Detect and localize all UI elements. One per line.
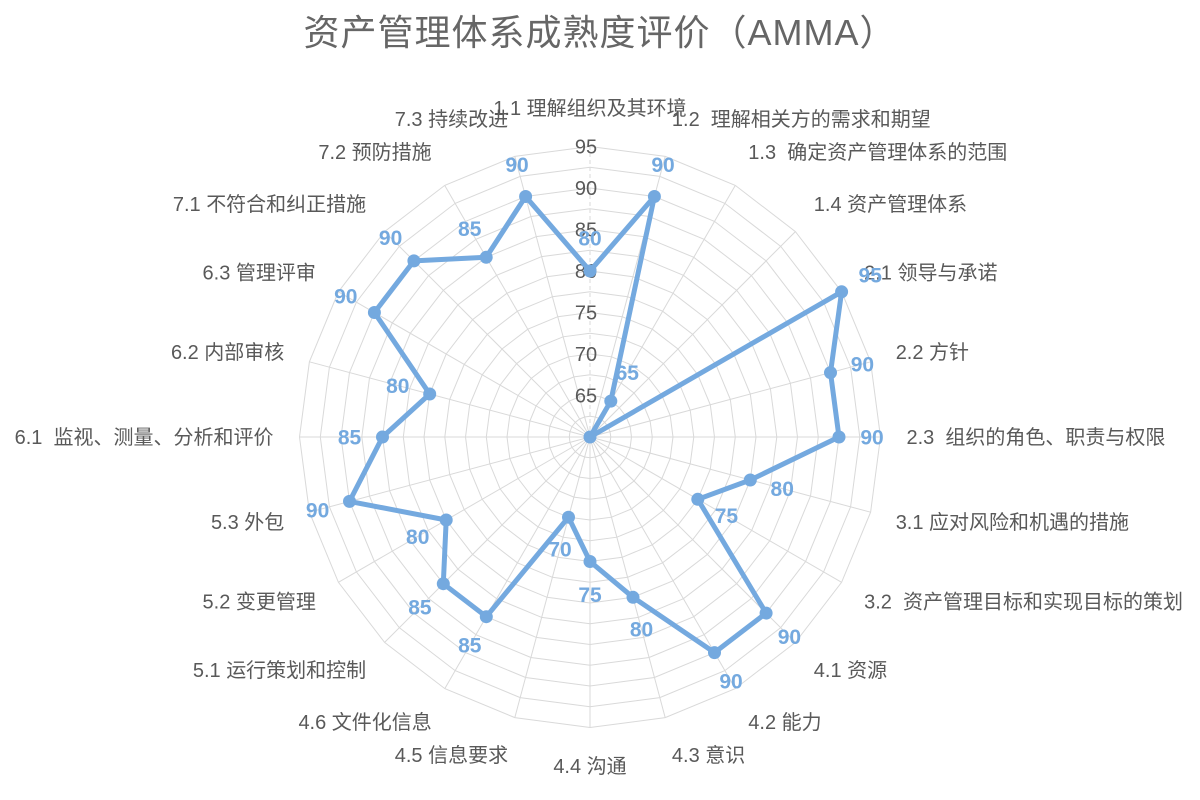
data-value-label-13: 70 xyxy=(548,538,571,561)
axis-spoke-19 xyxy=(309,361,591,438)
axis-spoke-21 xyxy=(384,231,591,438)
category-label-23: 7.3 持续改进 xyxy=(395,108,508,131)
data-value-label-0: 80 xyxy=(578,227,601,250)
axis-tick-label-65: 65 xyxy=(575,386,597,408)
data-value-label-9: 90 xyxy=(778,626,801,649)
axis-spoke-3 xyxy=(589,231,796,438)
data-point-11[interactable] xyxy=(626,590,640,604)
data-value-label-8: 75 xyxy=(715,505,739,528)
data-value-label-2: 65 xyxy=(616,362,640,385)
category-label-6: 2.3 组织的角色、职责与权限 xyxy=(907,426,1166,449)
category-label-5: 2.2 方针 xyxy=(896,341,969,364)
data-point-10[interactable] xyxy=(708,646,721,660)
data-point-3[interactable] xyxy=(583,430,597,444)
data-point-5[interactable] xyxy=(824,366,837,380)
data-value-label-4: 95 xyxy=(859,265,883,288)
axis-tick-label-75: 75 xyxy=(575,303,597,325)
data-point-13[interactable] xyxy=(562,510,575,524)
category-label-15: 5.1 运行策划和控制 xyxy=(193,659,366,682)
data-point-21[interactable] xyxy=(407,254,421,268)
data-value-label-12: 75 xyxy=(578,584,602,607)
chart-title: 资产管理体系成熟度评价（AMMA） xyxy=(303,12,897,53)
data-point-15[interactable] xyxy=(436,577,450,591)
axis-spoke-16 xyxy=(338,436,591,583)
data-point-4[interactable] xyxy=(835,285,849,299)
data-value-label-17: 90 xyxy=(306,499,329,522)
data-value-label-18: 85 xyxy=(338,426,362,449)
data-point-12[interactable] xyxy=(583,555,597,568)
data-value-label-21: 90 xyxy=(379,227,402,250)
category-label-16: 5.2 变更管理 xyxy=(203,591,316,614)
category-label-9: 4.1 资源 xyxy=(814,659,887,682)
axis-spoke-5 xyxy=(589,361,871,438)
data-point-7[interactable] xyxy=(743,473,757,487)
axis-spoke-8 xyxy=(589,436,842,583)
category-label-21: 7.1 不符合和纠正措施 xyxy=(173,193,366,216)
data-value-label-22: 85 xyxy=(458,218,482,241)
axis-spoke-15 xyxy=(384,436,591,643)
category-label-3: 1.4 资产管理体系 xyxy=(814,193,967,216)
category-label-13: 4.5 信息要求 xyxy=(395,744,508,767)
axis-tick-label-85: 85 xyxy=(575,220,597,242)
data-point-16[interactable] xyxy=(439,513,453,527)
data-point-18[interactable] xyxy=(376,430,389,444)
category-label-17: 5.3 外包 xyxy=(211,511,284,534)
data-point-19[interactable] xyxy=(423,387,437,401)
data-point-6[interactable] xyxy=(832,430,846,444)
axis-tick-label-70: 70 xyxy=(575,344,597,366)
category-label-19: 6.2 内部审核 xyxy=(171,341,284,364)
data-point-20[interactable] xyxy=(367,306,381,319)
data-point-0[interactable] xyxy=(583,264,597,278)
data-point-1[interactable] xyxy=(647,190,661,203)
data-value-label-5: 90 xyxy=(851,353,874,376)
axis-spoke-13 xyxy=(514,436,591,718)
data-value-label-6: 90 xyxy=(860,426,883,449)
axis-tick-label-95: 95 xyxy=(575,137,597,159)
data-point-2[interactable] xyxy=(604,394,618,408)
category-label-10: 4.2 能力 xyxy=(748,711,821,734)
category-label-12: 4.4 沟通 xyxy=(553,755,626,778)
data-value-label-23: 90 xyxy=(505,154,528,177)
data-value-label-14: 85 xyxy=(458,635,482,658)
data-value-label-19: 80 xyxy=(386,375,409,398)
category-label-4: 2.1 领导与承诺 xyxy=(864,261,997,284)
category-label-14: 4.6 文件化信息 xyxy=(298,711,431,734)
data-point-8[interactable] xyxy=(691,492,705,506)
data-point-14[interactable] xyxy=(479,610,493,624)
axis-spoke-17 xyxy=(309,436,591,513)
category-label-20: 6.3 管理评审 xyxy=(203,261,316,284)
category-label-0: 1.1 理解组织及其环境 xyxy=(493,97,686,120)
data-value-label-16: 80 xyxy=(406,526,429,549)
data-point-17[interactable] xyxy=(343,494,356,508)
category-label-8: 3.2 资产管理目标和实现目标的策划 xyxy=(864,591,1183,614)
data-point-22[interactable] xyxy=(479,250,493,264)
category-label-11: 4.3 意识 xyxy=(672,744,745,767)
axis-spoke-10 xyxy=(589,436,736,689)
data-point-23[interactable] xyxy=(519,190,533,203)
axis-spoke-22 xyxy=(444,185,591,438)
data-value-label-7: 80 xyxy=(771,478,794,501)
axis-spoke-23 xyxy=(514,156,591,438)
category-label-1: 1.2 理解相关方的需求和期望 xyxy=(672,108,931,131)
data-value-label-15: 85 xyxy=(408,596,432,619)
data-value-label-11: 80 xyxy=(630,619,653,642)
category-label-18: 6.1 监视、测量、分析和评价 xyxy=(15,426,274,449)
axis-spoke-20 xyxy=(338,291,591,438)
category-label-7: 3.1 应对风险和机遇的措施 xyxy=(896,511,1129,534)
axis-tick-label-90: 90 xyxy=(575,178,597,200)
data-point-9[interactable] xyxy=(759,606,773,620)
axis-spoke-11 xyxy=(589,436,666,718)
axis-spoke-14 xyxy=(444,436,591,689)
category-label-2: 1.3 确定资产管理体系的范围 xyxy=(748,141,1007,164)
category-label-22: 7.2 预防措施 xyxy=(318,141,431,164)
data-value-label-10: 90 xyxy=(719,671,742,694)
data-value-label-20: 90 xyxy=(334,285,357,308)
data-value-label-1: 90 xyxy=(651,154,674,177)
axis-spoke-7 xyxy=(589,436,871,513)
